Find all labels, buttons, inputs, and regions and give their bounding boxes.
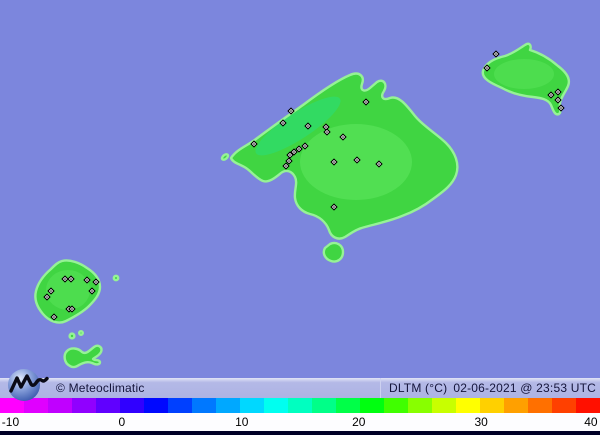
scale-color-cell: [264, 398, 288, 413]
scale-color-cell: [168, 398, 192, 413]
terrain-tint-layer: [46, 59, 554, 310]
scale-color-cell: [408, 398, 432, 413]
scale-color-cell: [288, 398, 312, 413]
scale-color-cell: [480, 398, 504, 413]
scale-color-cell: [96, 398, 120, 413]
footer-bar: © Meteoclimatic DLTM (°C) 02-06-2021 @ 23…: [0, 378, 600, 398]
scale-color-cell: [72, 398, 96, 413]
copyright-label: © Meteoclimatic: [56, 381, 145, 395]
bottom-strip: [0, 431, 600, 435]
scale-color-cell: [192, 398, 216, 413]
scale-color-cell: [240, 398, 264, 413]
scale-tick-label: 0: [118, 415, 126, 429]
scale-color-cell: [24, 398, 48, 413]
scale-color-cell: [120, 398, 144, 413]
timestamp-label: 02-06-2021 @ 23:53 UTC: [453, 381, 596, 395]
scale-tick-label: -10: [1, 415, 20, 429]
scale-tick-label: 10: [235, 415, 249, 429]
scale-tick-label: 40: [584, 415, 598, 429]
islet-dragonera: [220, 153, 230, 161]
scale-color-cell: [432, 398, 456, 413]
scale-color-cell: [144, 398, 168, 413]
island-formentera: [63, 344, 103, 369]
scale-color-cell: [504, 398, 528, 413]
island-menorca: [481, 42, 571, 116]
island-cabrera: [322, 241, 345, 263]
scale-tick-label: 30: [474, 415, 488, 429]
scale-color-cell: [336, 398, 360, 413]
scale-color-cell: [552, 398, 576, 413]
scale-color-cell: [384, 398, 408, 413]
scale-color-cell: [576, 398, 600, 413]
islet-tagomago: [112, 274, 120, 282]
temperature-scale-gradient: [0, 398, 600, 413]
scale-color-cell: [528, 398, 552, 413]
scale-color-cell: [360, 398, 384, 413]
scale-ticks: -10 0 10 20 30 40: [0, 413, 600, 431]
islet-es-vedra: [68, 332, 76, 340]
islands-layer: [34, 42, 571, 369]
scale-color-cell: [48, 398, 72, 413]
scale-tick-label: 20: [352, 415, 366, 429]
meteoclimatic-logo-icon: [8, 369, 49, 401]
balearic-islands-map: [34, 42, 571, 369]
layer-info: DLTM (°C) 02-06-2021 @ 23:53 UTC: [379, 378, 596, 398]
scale-color-cell: [216, 398, 240, 413]
scale-color-cell: [456, 398, 480, 413]
scale-color-cell: [312, 398, 336, 413]
scale-color-cell: [0, 398, 24, 413]
islet-es-vedranell: [77, 330, 84, 337]
layer-label: DLTM (°C): [388, 381, 448, 395]
island-ibiza: [34, 259, 102, 324]
